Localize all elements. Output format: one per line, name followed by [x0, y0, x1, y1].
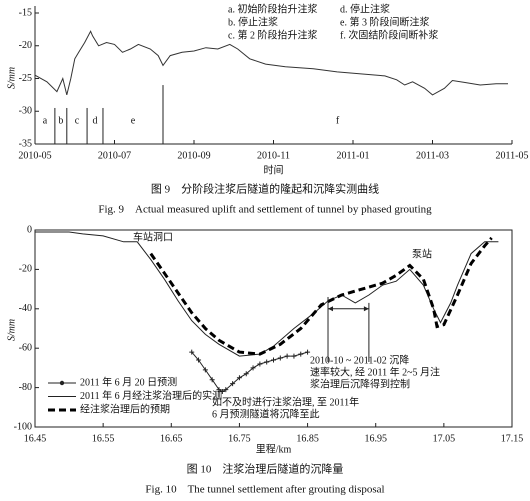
plus-marker — [277, 355, 283, 361]
y-axis-label: S/mm — [6, 67, 17, 89]
plus-marker — [196, 357, 202, 363]
phase-label: d — [93, 115, 98, 126]
phase-note: e. 第 3 阶段间断注浆 — [340, 15, 429, 28]
plus-marker — [271, 357, 276, 363]
caption-cn: 图 9 分阶段注浆后隧道的隆起和沉降实测曲线 — [151, 182, 379, 196]
x-tick-label: 16.85 — [296, 433, 319, 444]
series-line — [34, 30, 508, 96]
series-line — [191, 351, 308, 393]
x-tick-label: 2010-07 — [98, 150, 131, 161]
plus-marker — [291, 353, 297, 359]
y-tick-label: -20 — [19, 40, 32, 51]
x-tick-label: 17.05 — [433, 433, 456, 444]
plus-marker — [202, 367, 208, 373]
plus-marker — [305, 349, 311, 355]
legend-marker — [59, 380, 65, 386]
y-tick-label: 0 — [27, 224, 32, 235]
plus-marker — [209, 377, 215, 383]
phase-label: c — [75, 115, 80, 126]
plus-marker — [243, 371, 249, 377]
y-axis-label: S/mm — [6, 319, 17, 341]
annotation: 速率较大, 经 2011 年 2~5 月注 — [310, 365, 440, 378]
phase-note: c. 第 2 阶段抬升注浆 — [228, 28, 317, 41]
x-tick-label: 16.65 — [160, 433, 183, 444]
annotation: 如不及时进行注浆治理, 至 2011年 — [212, 395, 359, 408]
x-axis-label: 里程/km — [256, 443, 292, 455]
annotation: 2010-10 ~ 2011-02 沉降 — [310, 353, 409, 366]
x-tick-label: 16.95 — [364, 433, 387, 444]
x-tick-label: 2010-05 — [18, 150, 51, 161]
x-tick-label: 17.15 — [501, 433, 524, 444]
x-tick-label: 2011-01 — [337, 150, 370, 161]
x-tick-label: 2010-09 — [177, 150, 210, 161]
caption-cn: 图 10 注浆治理后隧道的沉降量 — [187, 462, 344, 476]
plus-marker — [230, 381, 236, 387]
phase-label: b — [58, 115, 63, 126]
annotation: 车站洞口 — [133, 230, 173, 243]
y-tick-label: -30 — [19, 106, 32, 117]
phase-note: d. 停止注浆 — [340, 2, 390, 15]
legend-label: 经注浆治理后的预期 — [80, 402, 170, 415]
x-tick-label: 16.55 — [92, 433, 115, 444]
plus-marker — [236, 375, 242, 381]
phase-label: e — [131, 115, 136, 126]
phase-note: f. 次固结阶段间断补浆 — [340, 28, 438, 41]
caption-en: Fig. 9 Actual measured uplift and settle… — [98, 204, 432, 216]
annotation: 泵站 — [412, 247, 432, 260]
phase-note: b. 停止注浆 — [228, 15, 278, 28]
x-axis-label: 时间 — [264, 163, 284, 176]
phase-label: a — [43, 115, 48, 126]
annotation: 浆治理后沉降得到控制 — [310, 377, 410, 390]
y-tick-label: -25 — [19, 73, 32, 84]
legend-label: 2011 年 6 月 20 日预测 — [80, 375, 177, 388]
series-line — [149, 236, 493, 356]
y-tick-label: -80 — [19, 382, 32, 393]
y-tick-label: -60 — [19, 342, 32, 353]
x-tick-label: 2010-11 — [257, 150, 290, 161]
arrow-head — [328, 306, 369, 312]
y-tick-label: -40 — [19, 303, 32, 314]
x-tick-label: 2011-03 — [416, 150, 449, 161]
plus-marker — [298, 351, 304, 357]
series-line — [35, 231, 499, 357]
y-tick-label: -100 — [14, 421, 32, 432]
x-tick-label: 16.45 — [24, 433, 47, 444]
plus-marker — [219, 389, 225, 395]
plus-marker — [250, 365, 256, 371]
plot-frame — [34, 229, 513, 428]
x-tick-label: 2011-05 — [496, 150, 529, 161]
legend-label: 2011 年 6 月经注浆治理后的实测 — [80, 389, 222, 402]
annotation: 6 月预测隧道将沉降至此 — [212, 407, 320, 420]
x-tick-label: 16.75 — [228, 433, 251, 444]
y-tick-label: -35 — [19, 138, 32, 149]
plus-marker — [257, 361, 263, 367]
plus-marker — [216, 387, 222, 393]
phase-note: a. 初始阶段抬升注浆 — [228, 2, 317, 15]
phase-label: f — [336, 115, 340, 126]
y-tick-label: -20 — [19, 264, 32, 275]
plus-marker — [264, 359, 270, 365]
plus-marker — [284, 353, 290, 359]
y-tick-label: -15 — [19, 7, 32, 18]
caption-en: Fig. 10 The tunnel settlement after grou… — [145, 484, 384, 496]
plus-marker — [223, 387, 229, 393]
plus-marker — [189, 349, 195, 355]
